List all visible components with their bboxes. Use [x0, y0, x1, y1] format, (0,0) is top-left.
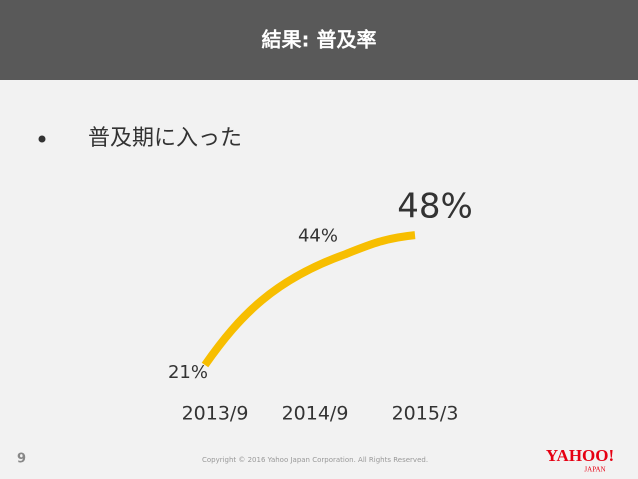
- page-number: 9: [17, 452, 26, 467]
- value-label: 21%: [168, 362, 208, 383]
- copyright: Copyright © 2016 Yahoo Japan Corporation…: [202, 456, 428, 464]
- header-bar: [0, 0, 638, 80]
- data-line: [201, 231, 416, 368]
- value-label: 48%: [397, 187, 473, 227]
- logo: YAHOO!: [546, 446, 614, 465]
- x-tick-label: 2014/9: [282, 403, 349, 425]
- x-tick-label: 2013/9: [182, 403, 249, 425]
- x-tick-label: 2015/3: [392, 403, 459, 425]
- logo-sub: JAPAN: [584, 466, 605, 474]
- slide-title: 結果: 普及率: [262, 28, 377, 52]
- bullet-dot: [38, 135, 46, 143]
- bullet-text: 普及期に入った: [88, 126, 242, 151]
- value-label: 44%: [298, 225, 338, 246]
